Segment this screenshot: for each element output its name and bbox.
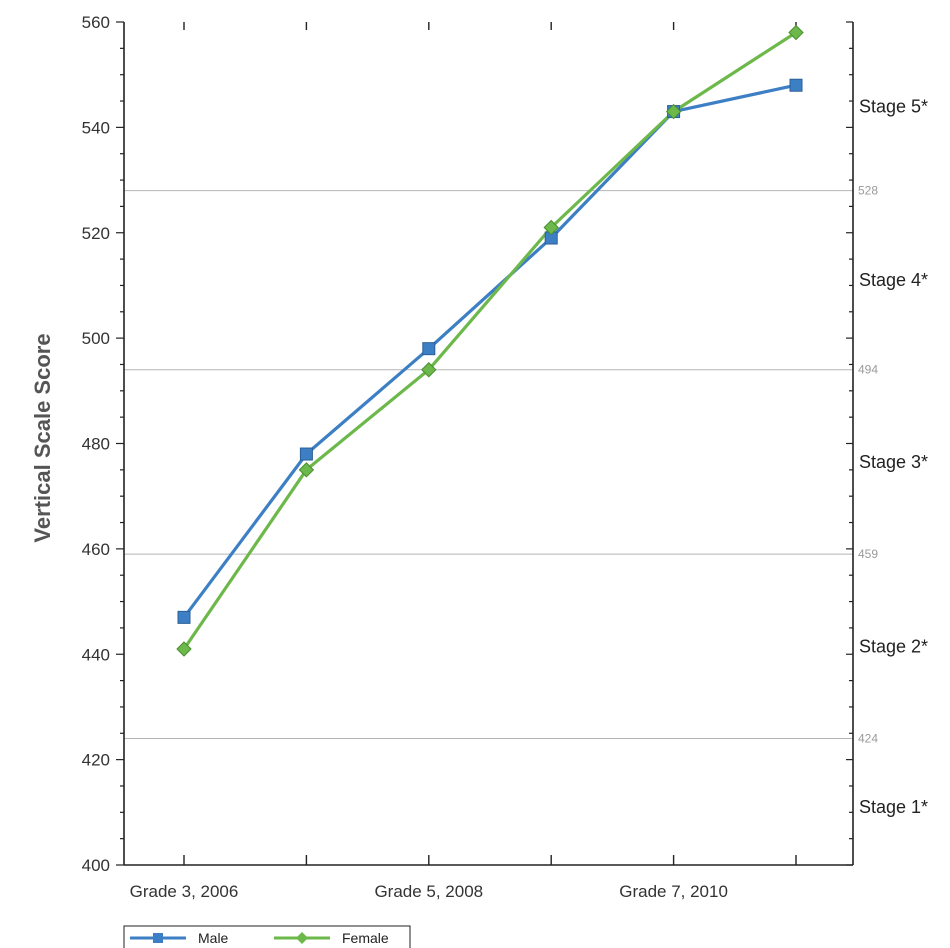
legend-box: [123, 925, 411, 948]
y-tick-label: 500: [82, 329, 110, 348]
male-point: [789, 78, 803, 92]
legend: Male Female: [123, 925, 411, 948]
x-tick-label: Grade 5, 2008: [374, 882, 483, 901]
x-axis-ticks: Grade 3, 2006 Grade 5, 2008 Grade 7, 2010: [130, 22, 797, 901]
cut-score-label: 459: [858, 547, 878, 561]
cut-score-label: 424: [858, 732, 878, 746]
female-point: [665, 103, 682, 120]
male-point: [299, 447, 313, 461]
legend-label-female: Female: [342, 930, 389, 946]
legend-marker-square: [153, 933, 163, 943]
y-tick-label: 520: [82, 224, 110, 243]
y-tick-label: 540: [82, 118, 110, 137]
legend-label-male: Male: [198, 930, 229, 946]
y-axis-ticks: 400 420 440 460 480 500 520 540 560: [82, 13, 853, 875]
male-point: [177, 610, 191, 624]
series-line-male: [182, 83, 797, 619]
cut-score-label: 528: [858, 184, 878, 198]
y-axis-title: Vertical Scale Score: [30, 333, 55, 542]
stage-label: Stage 1*: [859, 797, 928, 817]
female-point: [421, 362, 437, 378]
stage-label: Stage 5*: [859, 96, 928, 116]
x-tick-label: Grade 7, 2010: [619, 882, 728, 901]
y-tick-label: 460: [82, 540, 110, 559]
y-tick-label: 560: [82, 13, 110, 32]
stage-label: Stage 4*: [859, 270, 928, 290]
cut-score-label: 494: [858, 363, 878, 377]
y-tick-label: 400: [82, 856, 110, 875]
stage-label: Stage 3*: [859, 452, 928, 472]
series-markers: [176, 24, 804, 657]
stage-label: Stage 2*: [859, 636, 928, 656]
cut-score-lines: 424 459 494 528: [124, 184, 878, 746]
y-tick-label: 440: [82, 645, 110, 664]
series-line-female: [182, 31, 797, 650]
female-point: [543, 219, 559, 236]
y-tick-label: 480: [82, 435, 110, 454]
x-tick-label: Grade 3, 2006: [130, 882, 239, 901]
female-point: [176, 641, 192, 657]
legend-marker-diamond: [296, 932, 308, 944]
y-tick-label: 420: [82, 751, 110, 770]
female-point: [298, 462, 315, 478]
male-point: [422, 342, 436, 356]
stage-labels: Stage 1* Stage 2* Stage 3* Stage 4* Stage 5*: [859, 96, 928, 817]
series-lines: [182, 31, 797, 650]
female-point: [788, 24, 804, 41]
